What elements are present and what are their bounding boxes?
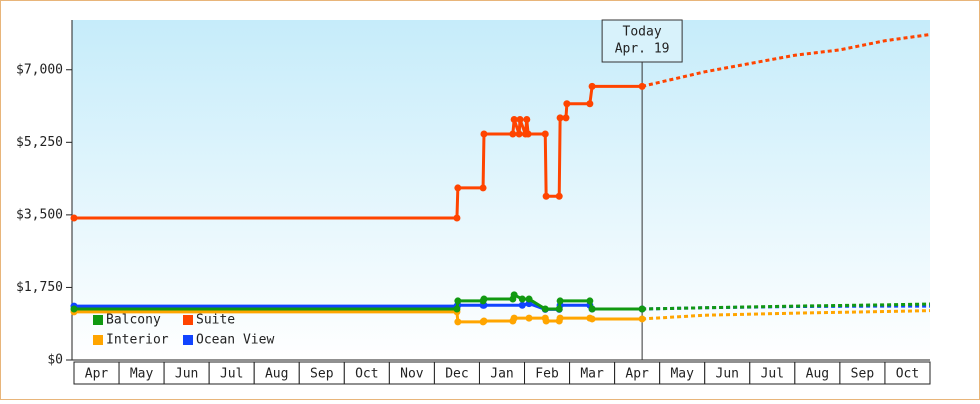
point: [479, 184, 487, 192]
point: [454, 184, 462, 192]
point: [525, 314, 533, 322]
x-tick-label: Jul: [220, 367, 243, 382]
legend-swatch: [93, 315, 103, 325]
x-tick-label: Apr: [85, 367, 109, 382]
x-tick-label: Sep: [851, 367, 875, 382]
point: [70, 214, 78, 222]
point: [588, 305, 596, 313]
x-tick-label: Feb: [535, 367, 559, 382]
point: [524, 130, 532, 138]
point: [556, 297, 564, 305]
point: [523, 116, 531, 124]
y-tick-label: $1,750: [16, 280, 63, 295]
legend-swatch: [183, 335, 193, 345]
point: [480, 130, 488, 138]
point: [562, 114, 570, 122]
point: [541, 130, 549, 138]
point: [454, 318, 462, 326]
point: [588, 82, 596, 90]
point: [510, 314, 518, 322]
y-tick-label: $7,000: [16, 62, 63, 77]
point: [586, 100, 594, 108]
projection-line: [641, 33, 931, 88]
x-tick-label: Jun: [175, 367, 198, 382]
point: [454, 297, 462, 305]
point: [480, 317, 488, 325]
legend-label: Suite: [196, 313, 235, 328]
point: [525, 295, 533, 303]
x-tick-label: Oct: [355, 367, 378, 382]
point: [453, 305, 461, 313]
legend-label: Ocean View: [196, 333, 274, 348]
plot-area: [72, 20, 930, 360]
point: [453, 214, 461, 222]
point: [510, 291, 518, 299]
point: [542, 317, 550, 325]
point: [638, 82, 646, 90]
x-tick-label: Jul: [761, 367, 784, 382]
x-tick-label: May: [670, 367, 694, 382]
point: [556, 314, 564, 322]
point: [638, 315, 646, 323]
legend-swatch: [93, 335, 103, 345]
x-tick-label: Oct: [896, 367, 919, 382]
point: [541, 305, 549, 313]
x-tick-label: Nov: [400, 367, 424, 382]
x-tick-label: Jan: [490, 367, 513, 382]
point: [638, 305, 646, 313]
point: [510, 116, 518, 124]
point: [515, 130, 523, 138]
x-tick-label: Aug: [806, 367, 829, 382]
y-tick-label: $0: [47, 353, 63, 368]
today-label: Today: [623, 25, 662, 40]
point: [542, 192, 550, 200]
point: [509, 130, 517, 138]
point: [555, 192, 563, 200]
point: [518, 301, 526, 309]
today-label: Apr. 19: [615, 42, 670, 57]
x-tick-label: Mar: [580, 367, 604, 382]
point: [480, 295, 488, 303]
x-category-box: [884, 361, 931, 385]
legend-label: Interior: [106, 333, 169, 348]
point: [563, 100, 571, 108]
point: [556, 114, 564, 122]
x-tick-label: Apr: [625, 367, 649, 382]
point: [588, 315, 596, 323]
x-tick-label: Dec: [445, 367, 468, 382]
x-tick-label: Jun: [716, 367, 739, 382]
point: [70, 305, 78, 313]
point: [586, 297, 594, 305]
today-box: [601, 19, 683, 63]
y-tick-label: $3,500: [16, 207, 63, 222]
point: [516, 116, 524, 124]
x-tick-label: Sep: [310, 367, 334, 382]
point: [518, 295, 526, 303]
point: [555, 305, 563, 313]
y-tick-label: $5,250: [16, 135, 63, 150]
x-tick-label: Aug: [265, 367, 288, 382]
legend-swatch: [183, 315, 193, 325]
x-tick-label: May: [130, 367, 154, 382]
legend-label: Balcony: [106, 313, 161, 328]
